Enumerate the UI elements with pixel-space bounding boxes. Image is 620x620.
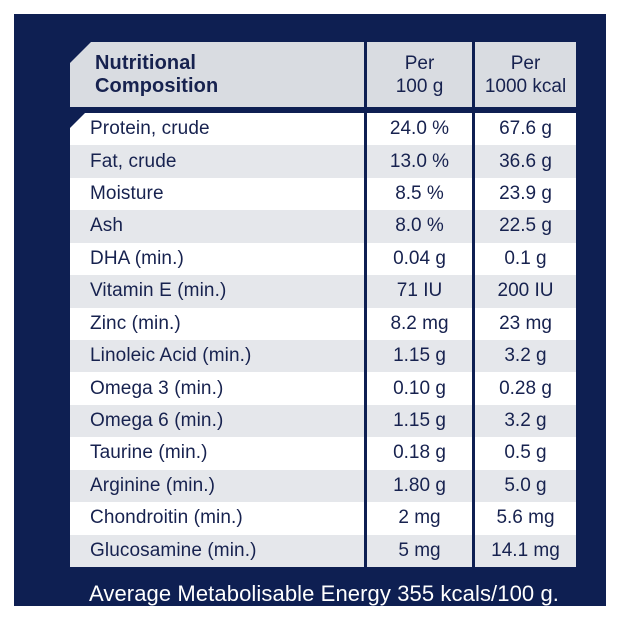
table-title-line2: Composition xyxy=(95,74,219,97)
row-value-per-1000kcal: 5.6 mg xyxy=(472,502,576,535)
row-value-per-1000kcal: 36.6 g xyxy=(472,145,576,178)
row-value-per-100g: 1.15 g xyxy=(364,404,472,438)
row-value-per-100g: 5 mg xyxy=(364,534,472,567)
table-row: Protein, crude 24.0 % 67.6 g xyxy=(70,113,576,146)
col-per-100g-line2: 100 g xyxy=(395,75,444,97)
table-row: Fat, crude 13.0 % 36.6 g xyxy=(70,145,576,178)
table-row: Ash 8.0 % 22.5 g xyxy=(70,210,576,243)
table-row: DHA (min.) 0.04 g 0.1 g xyxy=(70,242,576,276)
row-label: Moisture xyxy=(90,183,164,205)
row-label: Ash xyxy=(90,215,124,237)
table-row: Omega 6 (min.) 1.15 g 3.2 g xyxy=(70,404,576,438)
row-value-per-100g: 8.0 % xyxy=(364,210,472,243)
row-value-per-100g: 24.0 % xyxy=(364,113,472,146)
row-label: Linoleic Acid (min.) xyxy=(90,345,252,367)
row-value-per-100g: 13.0 % xyxy=(364,145,472,178)
col-per-100g-line1: Per xyxy=(404,52,435,74)
row-value-per-1000kcal: 3.2 g xyxy=(472,339,576,373)
column-header-per-1000kcal: Per 1000 kcal xyxy=(472,42,576,107)
row-label: Glucosamine (min.) xyxy=(90,539,257,561)
row-value-per-1000kcal: 0.1 g xyxy=(472,242,576,276)
row-label: Omega 3 (min.) xyxy=(90,377,224,399)
row-value-per-1000kcal: 3.2 g xyxy=(472,404,576,438)
nutrition-table-body: Protein, crude 24.0 % 67.6 g Fat, crude … xyxy=(70,113,576,567)
row-label: Chondroitin (min.) xyxy=(90,507,243,529)
row-value-per-100g: 0.04 g xyxy=(364,242,472,276)
row-label: Taurine (min.) xyxy=(90,442,208,464)
table-row: Vitamin E (min.) 71 IU 200 IU xyxy=(70,275,576,308)
table-row: Omega 3 (min.) 0.10 g 0.28 g xyxy=(70,372,576,405)
table-row: Linoleic Acid (min.) 1.15 g 3.2 g xyxy=(70,339,576,373)
row-value-per-1000kcal: 14.1 mg xyxy=(472,534,576,567)
row-label: Zinc (min.) xyxy=(90,312,181,334)
row-label: DHA (min.) xyxy=(90,247,184,269)
col-per-1000kcal-line1: Per xyxy=(510,52,541,74)
label-panel: Nutritional Composition Per 100 g Per 10… xyxy=(14,14,606,606)
table-row: Moisture 8.5 % 23.9 g xyxy=(70,177,576,211)
table-title-line1: Nutritional xyxy=(95,51,197,74)
row-label: Arginine (min.) xyxy=(90,474,216,496)
table-row: Chondroitin (min.) 2 mg 5.6 mg xyxy=(70,502,576,535)
row-label: Fat, crude xyxy=(90,150,177,172)
row-value-per-100g: 71 IU xyxy=(364,275,472,308)
row-value-per-100g: 0.18 g xyxy=(364,437,472,470)
row-value-per-100g: 8.5 % xyxy=(364,177,472,211)
row-value-per-1000kcal: 5.0 g xyxy=(472,469,576,503)
column-header-per-100g: Per 100 g xyxy=(364,42,472,107)
row-value-per-1000kcal: 67.6 g xyxy=(472,113,576,146)
table-title: Nutritional Composition xyxy=(70,42,364,107)
row-label: Omega 6 (min.) xyxy=(90,410,224,432)
row-value-per-1000kcal: 23.9 g xyxy=(472,177,576,211)
row-value-per-100g: 2 mg xyxy=(364,502,472,535)
col-per-1000kcal-line2: 1000 kcal xyxy=(484,75,567,97)
row-value-per-1000kcal: 23 mg xyxy=(472,307,576,340)
row-label: Vitamin E (min.) xyxy=(90,280,227,302)
table-row: Arginine (min.) 1.80 g 5.0 g xyxy=(70,469,576,503)
table-row: Glucosamine (min.) 5 mg 14.1 mg xyxy=(70,534,576,567)
row-value-per-100g: 1.80 g xyxy=(364,469,472,503)
row-value-per-1000kcal: 22.5 g xyxy=(472,210,576,243)
row-value-per-100g: 8.2 mg xyxy=(364,307,472,340)
nutrition-table-header: Nutritional Composition Per 100 g Per 10… xyxy=(70,42,576,107)
row-value-per-1000kcal: 0.28 g xyxy=(472,372,576,405)
row-value-per-100g: 0.10 g xyxy=(364,372,472,405)
row-value-per-100g: 1.15 g xyxy=(364,339,472,373)
metabolisable-energy-text: Average Metabolisable Energy 355 kcals/1… xyxy=(88,580,560,606)
row-value-per-1000kcal: 0.5 g xyxy=(472,437,576,470)
table-row: Taurine (min.) 0.18 g 0.5 g xyxy=(70,437,576,470)
row-value-per-1000kcal: 200 IU xyxy=(472,275,576,308)
table-row: Zinc (min.) 8.2 mg 23 mg xyxy=(70,307,576,340)
row-label: Protein, crude xyxy=(90,118,210,140)
